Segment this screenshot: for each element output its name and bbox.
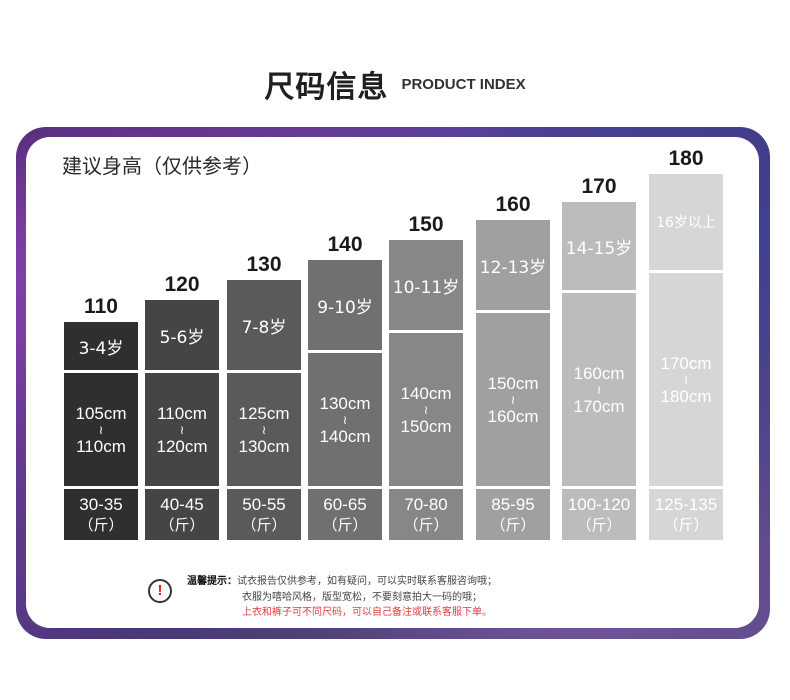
height-range-value: 110cm [157,403,207,423]
weight-unit: （斤） [403,516,449,534]
notice-label: 温馨提示： [187,576,237,587]
exclamation-icon: ! [148,579,172,603]
age-cell: 10-11岁 [389,240,463,330]
weight-cell: 70-80 （斤） [389,489,463,540]
tilde-icon: ≀ [423,402,429,417]
height-range-cell: 105cm ≀ 110cm [64,373,138,486]
notice-line-2: 衣服为嘻哈风格，版型宽松，不要刻意拍大一码的哦； [242,592,482,603]
tilde-icon: ≀ [596,382,602,397]
column-height: 160 [495,193,531,216]
height-range-value: 170cm [573,396,625,416]
page-subtitle: PRODUCT INDEX [401,75,526,93]
weight-cell: 85-95 （斤） [476,489,550,540]
tilde-icon: ≀ [98,422,104,437]
height-range-cell: 170cm ≀ 180cm [649,273,723,486]
weight-unit: （斤） [241,516,287,534]
height-range-cell: 140cm ≀ 150cm [389,333,463,486]
height-range-cell: 130cm ≀ 140cm [308,353,382,486]
weight-unit: （斤） [490,516,536,534]
height-range-value: 120cm [156,436,208,456]
height-range-value: 170cm [660,353,712,373]
height-range-value: 130cm [319,393,371,413]
weight-cell: 30-35 （斤） [64,489,138,540]
weight-unit: （斤） [663,516,709,534]
notice-line-3: 上衣和裤子可不同尺码，可以自己备注或联系客服下单。 [242,607,492,618]
height-range-cell: 150cm ≀ 160cm [476,313,550,486]
column-height: 110 [84,295,118,318]
age-cell: 14-15岁 [562,202,636,290]
weight-value: 60-65 [323,495,367,514]
weight-value: 85-95 [491,495,535,514]
tilde-icon: ≀ [342,412,348,427]
column-height: 150 [408,213,444,236]
height-range-value: 140cm [400,383,452,403]
page-title: 尺码信息 [264,70,389,105]
weight-cell: 50-55 （斤） [227,489,301,540]
height-range-value: 180cm [660,386,712,406]
weight-cell: 60-65 （斤） [308,489,382,540]
age-cell: 12-13岁 [476,220,550,310]
height-range-value: 125cm [238,403,290,423]
tilde-icon: ≀ [261,422,267,437]
tilde-icon: ≀ [510,392,516,407]
column-height: 170 [581,175,617,198]
age-cell: 9-10岁 [308,260,382,350]
weight-unit: （斤） [78,516,124,534]
suggested-height-label: 建议身高（仅供参考） [62,154,262,178]
tilde-icon: ≀ [179,422,185,437]
weight-cell: 100-120 （斤） [562,489,636,540]
height-range-value: 105cm [75,403,127,423]
age-cell: 7-8岁 [227,280,301,370]
weight-unit: （斤） [159,516,205,534]
column-height: 180 [668,147,704,170]
weight-unit: （斤） [322,516,368,534]
height-range-value: 150cm [400,416,452,436]
notice-line-1: 温馨提示：试衣报告仅供参考，如有疑问，可以实时联系客服咨询哦； [187,576,497,587]
weight-unit: （斤） [576,516,622,534]
weight-value: 50-55 [242,495,286,514]
tilde-icon: ≀ [683,372,689,387]
weight-value: 30-35 [79,495,123,514]
column-height: 130 [246,253,282,276]
column-height: 140 [327,233,363,256]
weight-value: 70-80 [404,495,448,514]
height-range-cell: 160cm ≀ 170cm [562,293,636,486]
height-range-value: 140cm [319,426,371,446]
age-cell: 5-6岁 [145,300,219,370]
height-range-cell: 125cm ≀ 130cm [227,373,301,486]
height-range-cell: 110cm ≀ 120cm [145,373,219,486]
height-range-value: 150cm [487,373,539,393]
column-height: 120 [164,273,200,296]
height-range-value: 130cm [238,436,290,456]
weight-value: 100-120 [567,495,631,514]
weight-cell: 40-45 （斤） [145,489,219,540]
weight-value: 40-45 [160,495,204,514]
page-header: 尺码信息 PRODUCT INDEX [0,62,790,106]
weight-value: 125-135 [654,495,718,514]
age-cell: 16岁以上 [649,174,723,270]
weight-cell: 125-135 （斤） [649,489,723,540]
height-range-value: 110cm [76,436,126,456]
height-range-value: 160cm [573,363,625,383]
height-range-value: 160cm [487,406,539,426]
age-cell: 3-4岁 [64,322,138,370]
